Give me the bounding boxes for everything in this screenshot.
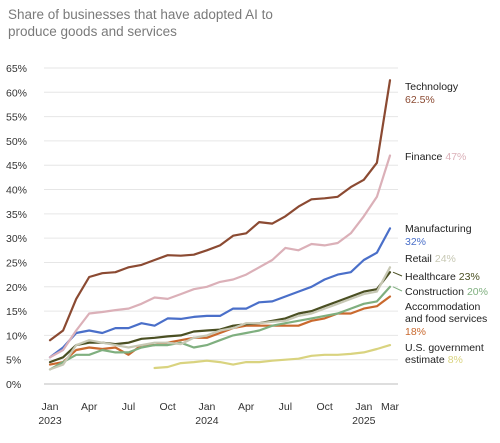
series-label-finance: Finance 47% xyxy=(405,151,466,163)
series-label-technology: Technology xyxy=(405,81,459,93)
series-value-technology: 62.5% xyxy=(405,94,435,106)
y-tick-label: 45% xyxy=(6,160,27,172)
x-tick-year: 2024 xyxy=(195,415,219,427)
y-tick-label: 40% xyxy=(6,185,27,197)
series-line-u-s-government-estimate xyxy=(153,344,392,370)
series-line-retail xyxy=(48,266,392,371)
y-tick-label: 55% xyxy=(6,112,27,124)
y-tick-label: 10% xyxy=(6,330,27,342)
series-label-healthcare: Healthcare 23% xyxy=(405,271,480,283)
series-label-construction: Construction 20% xyxy=(405,286,488,298)
y-tick-label: 50% xyxy=(6,136,27,148)
x-tick-year: 2023 xyxy=(38,415,62,427)
x-tick-label: Oct xyxy=(316,401,332,413)
x-tick-label: Apr xyxy=(238,401,255,413)
x-tick-label: Jan xyxy=(42,401,59,413)
chart-title: Share of businesses that have adopted AI… xyxy=(8,7,273,39)
x-tick-label: Jan xyxy=(355,401,372,413)
x-tick-label: Jul xyxy=(279,401,292,413)
series-line-technology xyxy=(48,79,392,342)
y-tick-label: 25% xyxy=(6,257,27,269)
label-connector xyxy=(392,271,403,277)
x-tick-label: Oct xyxy=(160,401,176,413)
x-tick-year: 2025 xyxy=(352,415,376,427)
series-line-construction xyxy=(48,285,392,371)
x-tick-label: Apr xyxy=(81,401,98,413)
y-tick-label: 35% xyxy=(6,209,27,221)
series-label-accommodation-and-food-services: Accommodation and food services xyxy=(405,301,487,325)
y-tick-label: 20% xyxy=(6,282,27,294)
series-line-finance xyxy=(48,154,392,359)
x-tick-label: Jan xyxy=(198,401,215,413)
y-tick-label: 65% xyxy=(6,63,27,75)
y-tick-label: 60% xyxy=(6,87,27,99)
y-tick-label: 0% xyxy=(6,379,21,391)
y-tick-label: 30% xyxy=(6,233,27,245)
series-line-manufacturing xyxy=(48,227,392,359)
y-tick-label: 15% xyxy=(6,306,27,318)
x-tick-label: Jul xyxy=(122,401,135,413)
y-tick-label: 5% xyxy=(6,355,21,367)
series-label-u-s-government-estimate: U.S. government estimate 8% xyxy=(405,342,484,366)
series-value-accommodation-and-food-services: 18% xyxy=(405,326,426,338)
series-label-manufacturing: Manufacturing xyxy=(405,223,472,235)
label-connector xyxy=(392,286,403,292)
series-label-retail: Retail 24% xyxy=(405,253,456,265)
series-value-manufacturing: 32% xyxy=(405,236,426,248)
x-tick-label: Mar xyxy=(381,401,400,413)
